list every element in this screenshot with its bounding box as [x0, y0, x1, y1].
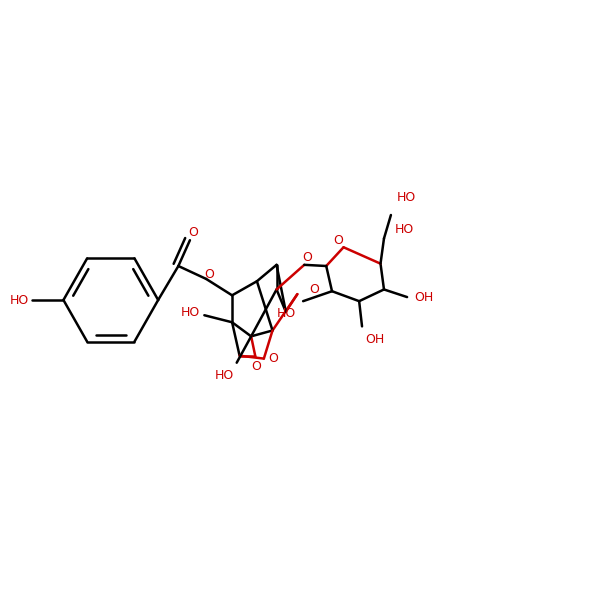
Text: OH: OH — [414, 290, 433, 304]
Text: HO: HO — [277, 307, 296, 320]
Text: O: O — [302, 251, 312, 264]
Text: HO: HO — [397, 191, 416, 205]
Text: HO: HO — [394, 223, 413, 236]
Text: HO: HO — [181, 307, 200, 319]
Text: O: O — [333, 234, 343, 247]
Text: HO: HO — [10, 293, 29, 307]
Text: OH: OH — [365, 334, 384, 346]
Text: O: O — [251, 360, 261, 373]
Text: O: O — [188, 226, 198, 239]
Text: O: O — [309, 283, 319, 296]
Text: O: O — [204, 268, 214, 281]
Text: O: O — [268, 352, 278, 365]
Text: HO: HO — [215, 368, 234, 382]
